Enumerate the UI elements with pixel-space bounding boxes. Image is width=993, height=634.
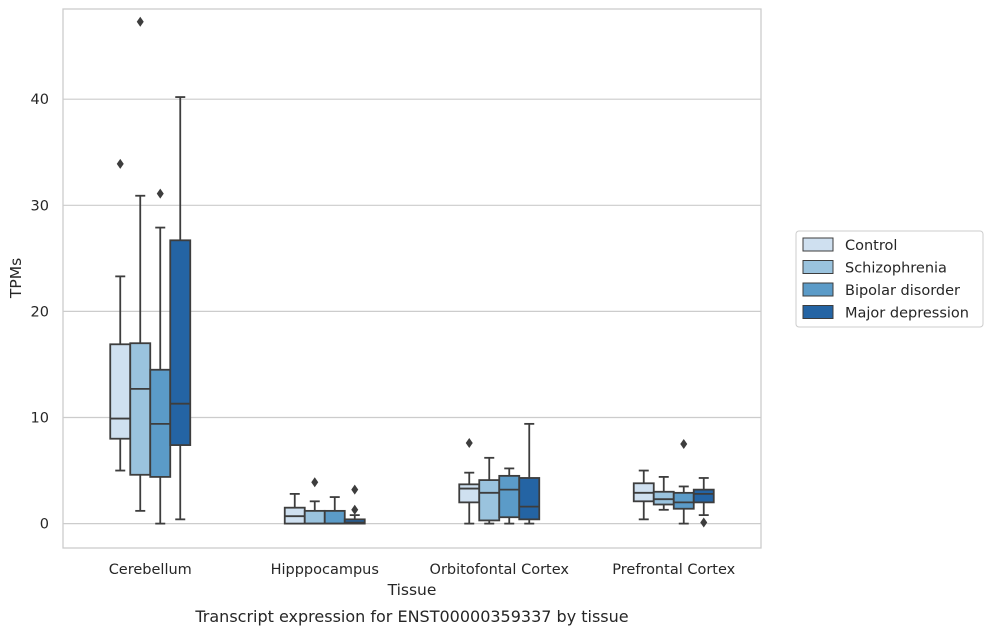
box-group bbox=[343, 484, 366, 525]
box bbox=[498, 474, 521, 519]
x-axis-ticks: Cerebellum Hipppocampus Orbitofontal Corte… bbox=[109, 562, 736, 578]
outlier-point bbox=[680, 439, 688, 450]
box-group bbox=[303, 477, 326, 525]
box bbox=[169, 239, 192, 446]
legend-label: Major depression bbox=[845, 306, 969, 322]
box bbox=[692, 488, 715, 504]
outlier-point bbox=[351, 504, 359, 515]
box bbox=[129, 342, 152, 476]
box-group bbox=[478, 456, 501, 525]
legend-swatch bbox=[802, 237, 834, 252]
box bbox=[672, 491, 695, 510]
plot-frame bbox=[62, 8, 762, 549]
legend: Control Schizophrenia Bipolar disorder Majo… bbox=[795, 230, 984, 328]
outlier-point bbox=[465, 437, 473, 448]
legend-swatch bbox=[802, 305, 834, 319]
legend-label: Control bbox=[845, 238, 897, 254]
legend-swatch bbox=[802, 260, 834, 274]
y-tick-label: 10 bbox=[31, 410, 49, 426]
box-group bbox=[672, 439, 695, 525]
y-tick-label: 40 bbox=[31, 92, 49, 108]
boxes bbox=[109, 16, 715, 528]
box-group bbox=[518, 422, 541, 525]
box-group bbox=[692, 477, 715, 528]
y-tick-label: 30 bbox=[31, 198, 49, 214]
legend-swatch bbox=[802, 282, 834, 297]
box bbox=[478, 479, 501, 522]
legend-label: Bipolar disorder bbox=[845, 283, 960, 299]
box-group bbox=[169, 96, 192, 521]
outlier-point bbox=[351, 484, 359, 495]
y-tick-label: 20 bbox=[31, 304, 49, 320]
box bbox=[323, 509, 346, 525]
box bbox=[343, 518, 366, 525]
box-group bbox=[458, 437, 481, 525]
legend-label: Schizophrenia bbox=[845, 261, 947, 277]
box-group bbox=[498, 467, 521, 525]
y-tick-label: 0 bbox=[40, 517, 49, 533]
box-group bbox=[323, 496, 346, 525]
box bbox=[652, 490, 675, 506]
x-tick-label: Prefrontal Cortex bbox=[612, 562, 735, 578]
box-group bbox=[283, 492, 306, 525]
box bbox=[458, 483, 481, 504]
box bbox=[303, 509, 326, 525]
box-group bbox=[652, 476, 675, 511]
x-tick-label: Cerebellum bbox=[109, 562, 192, 578]
outlier-point bbox=[136, 16, 144, 27]
chart-caption: Transcript expression for ENST0000035933… bbox=[194, 607, 628, 626]
box bbox=[518, 477, 541, 521]
legend-frame bbox=[795, 230, 984, 328]
x-tick-label: Orbitofontal Cortex bbox=[430, 562, 570, 578]
y-axis-label: TPMs bbox=[7, 258, 25, 299]
outlier-point bbox=[156, 188, 164, 199]
box-group bbox=[149, 188, 172, 525]
outlier-point bbox=[311, 477, 319, 488]
outlier-point bbox=[700, 517, 708, 528]
x-tick-label: Hipppocampus bbox=[271, 562, 379, 578]
y-axis-ticks: 0 10 20 30 40 bbox=[31, 92, 49, 532]
outlier-point bbox=[116, 158, 124, 169]
box bbox=[109, 343, 132, 440]
x-axis-label: Tissue bbox=[387, 581, 437, 599]
box-group bbox=[129, 16, 152, 512]
box-group bbox=[632, 469, 655, 521]
